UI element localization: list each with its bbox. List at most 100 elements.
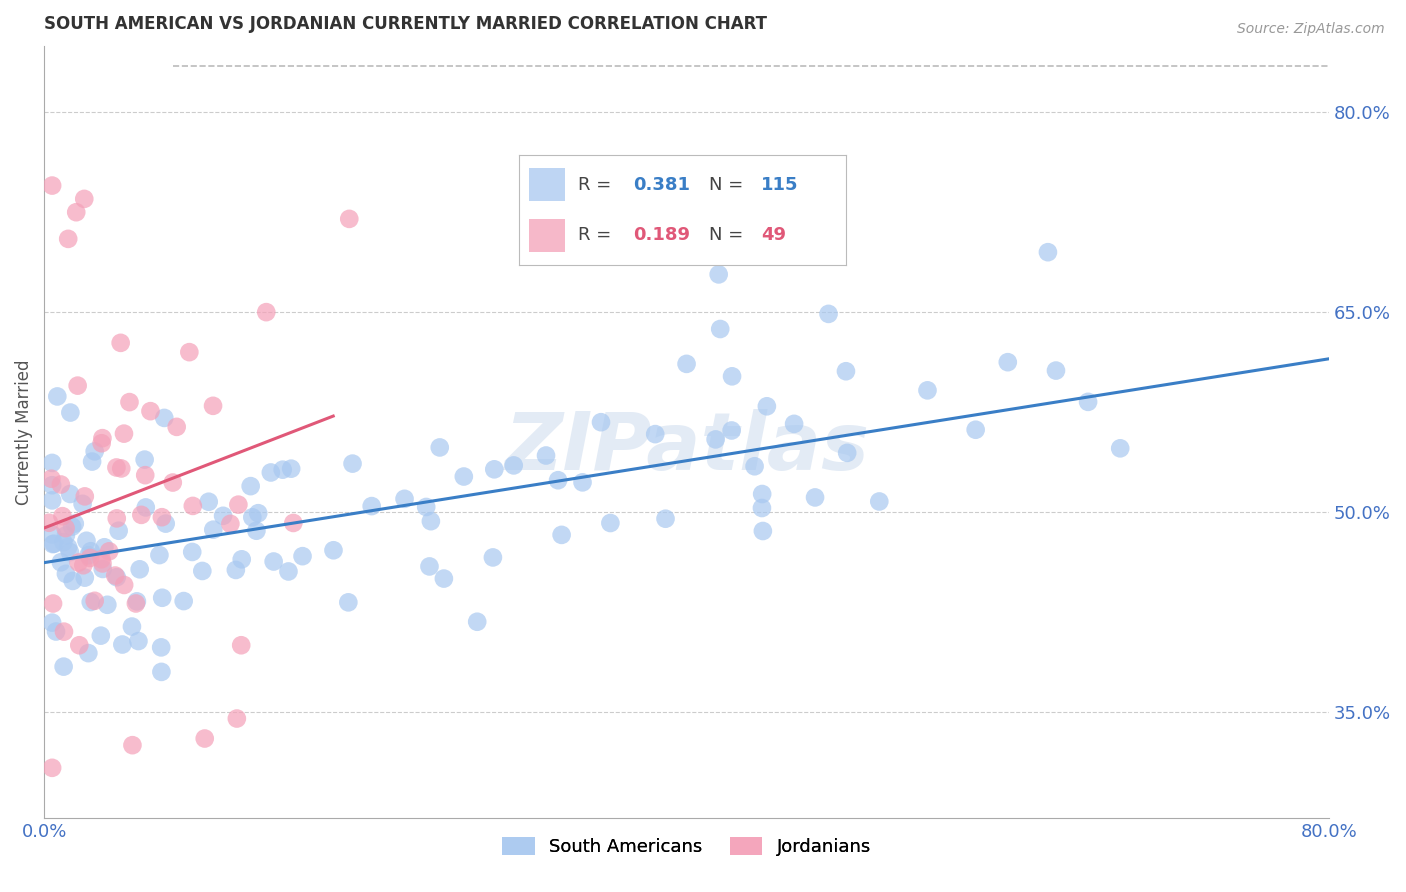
Point bbox=[835, 364, 858, 378]
Point bbox=[502, 458, 524, 473]
Point bbox=[675, 357, 697, 371]
Point bbox=[134, 468, 156, 483]
Point bbox=[263, 554, 285, 568]
Point bbox=[817, 307, 839, 321]
Point bbox=[80, 595, 103, 609]
Point bbox=[155, 516, 177, 531]
Point bbox=[1036, 245, 1059, 260]
Point bbox=[118, 395, 141, 409]
Point bbox=[280, 461, 302, 475]
Point bbox=[110, 335, 132, 350]
Text: 0.189: 0.189 bbox=[633, 227, 690, 244]
Point bbox=[418, 559, 440, 574]
Point bbox=[41, 527, 63, 541]
Point bbox=[212, 508, 235, 523]
Text: R =: R = bbox=[578, 227, 617, 244]
Point bbox=[42, 537, 65, 551]
Point bbox=[534, 449, 557, 463]
Point bbox=[550, 528, 572, 542]
Point bbox=[751, 501, 773, 516]
Point bbox=[291, 549, 314, 564]
Point bbox=[49, 477, 72, 491]
Point bbox=[41, 472, 63, 486]
Point bbox=[337, 595, 360, 609]
Point bbox=[127, 634, 149, 648]
Point bbox=[49, 555, 72, 569]
Point bbox=[66, 378, 89, 392]
Point bbox=[72, 497, 94, 511]
Legend: South Americans, Jordanians: South Americans, Jordanians bbox=[495, 830, 877, 863]
Point bbox=[997, 355, 1019, 369]
Point bbox=[654, 512, 676, 526]
Point bbox=[191, 564, 214, 578]
Point bbox=[181, 545, 204, 559]
Point bbox=[482, 550, 505, 565]
Point bbox=[547, 473, 569, 487]
Point bbox=[139, 404, 162, 418]
Point bbox=[202, 399, 225, 413]
Point bbox=[720, 424, 742, 438]
Point bbox=[271, 463, 294, 477]
Point bbox=[83, 594, 105, 608]
Point bbox=[91, 431, 114, 445]
Point bbox=[415, 500, 437, 514]
Point bbox=[150, 665, 173, 679]
Point bbox=[704, 433, 727, 447]
Point bbox=[41, 178, 63, 193]
Point bbox=[76, 533, 98, 548]
Point bbox=[337, 211, 360, 226]
Text: ZIPatlas: ZIPatlas bbox=[505, 409, 869, 486]
Point bbox=[783, 417, 806, 431]
Text: 115: 115 bbox=[761, 176, 799, 194]
Point bbox=[231, 638, 253, 652]
Point bbox=[707, 268, 730, 282]
Point bbox=[55, 528, 77, 542]
Text: 0.381: 0.381 bbox=[633, 176, 690, 194]
Point bbox=[51, 509, 73, 524]
Point bbox=[571, 475, 593, 490]
Point bbox=[260, 466, 283, 480]
Point bbox=[465, 615, 488, 629]
Point bbox=[80, 544, 103, 558]
Point bbox=[484, 462, 506, 476]
Point bbox=[555, 219, 578, 233]
Point bbox=[67, 638, 90, 652]
Point bbox=[419, 514, 441, 528]
Point bbox=[231, 552, 253, 566]
Point bbox=[41, 615, 63, 630]
Point bbox=[56, 540, 79, 554]
Point bbox=[150, 591, 173, 605]
Point bbox=[181, 499, 204, 513]
Point bbox=[53, 624, 76, 639]
Point bbox=[60, 519, 83, 533]
Point bbox=[429, 441, 451, 455]
Point bbox=[121, 619, 143, 633]
Point bbox=[41, 478, 63, 492]
Point bbox=[73, 192, 96, 206]
Point bbox=[245, 524, 267, 538]
Point bbox=[322, 543, 344, 558]
Point bbox=[225, 712, 247, 726]
Point bbox=[917, 384, 939, 398]
Point bbox=[90, 552, 112, 566]
Point bbox=[128, 562, 150, 576]
Point bbox=[105, 570, 128, 584]
Text: N =: N = bbox=[709, 227, 748, 244]
Point bbox=[179, 345, 201, 359]
Point bbox=[254, 305, 277, 319]
Point bbox=[72, 558, 94, 573]
Point bbox=[965, 423, 987, 437]
Point bbox=[173, 594, 195, 608]
Point bbox=[38, 516, 60, 530]
Point bbox=[112, 426, 135, 441]
Point bbox=[744, 459, 766, 474]
Text: N =: N = bbox=[709, 176, 748, 194]
Point bbox=[721, 369, 744, 384]
Point bbox=[277, 565, 299, 579]
Point bbox=[77, 548, 100, 562]
Point bbox=[755, 399, 778, 413]
Point bbox=[162, 475, 184, 490]
Point bbox=[67, 556, 90, 570]
Point bbox=[105, 460, 128, 475]
Point bbox=[125, 594, 148, 608]
